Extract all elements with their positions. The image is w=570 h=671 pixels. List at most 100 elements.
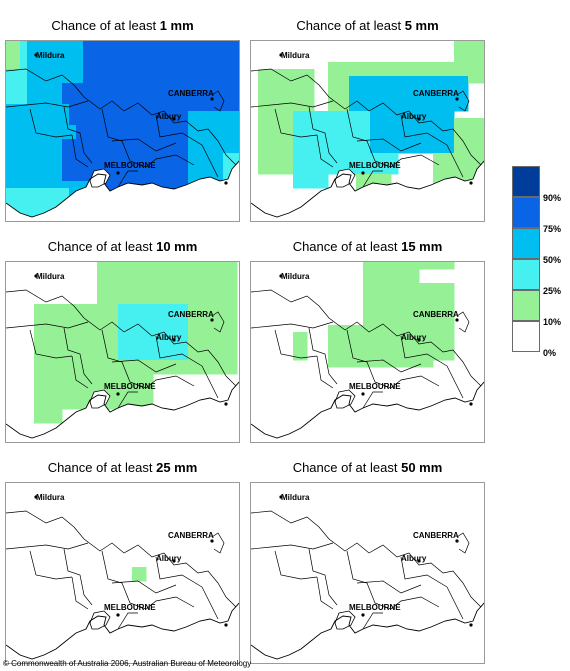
grid-cell: [41, 90, 49, 98]
grid-cell: [363, 160, 371, 168]
grid-cell: [433, 111, 441, 119]
grid-cell: [468, 55, 476, 63]
grid-cell: [454, 146, 462, 154]
grid-cell: [209, 104, 217, 112]
grid-cell: [419, 262, 427, 270]
grid-cell: [188, 55, 196, 63]
grid-cell: [342, 353, 350, 361]
place-dot: [417, 338, 421, 342]
grid-cell: [174, 195, 182, 203]
grid-cell: [76, 97, 84, 105]
grid-cell: [405, 353, 413, 361]
grid-cell: [433, 262, 441, 270]
grid-cell: [321, 139, 329, 147]
grid-cell: [20, 111, 28, 119]
grid-cell: [216, 297, 224, 305]
grid-cell: [139, 353, 147, 361]
grid-cell: [48, 339, 56, 347]
grid-cell: [209, 367, 217, 375]
grid-cell: [83, 83, 91, 91]
grid-cell: [174, 83, 182, 91]
grid-cell: [132, 202, 140, 210]
grid-cell: [300, 139, 308, 147]
place-label-canberra: CANBERRA: [168, 310, 214, 319]
grid-cell: [363, 311, 371, 319]
grid-cell: [69, 146, 77, 154]
grid-cell: [202, 146, 210, 154]
grid-cell: [118, 202, 126, 210]
grid-cell: [160, 195, 168, 203]
grid-cell: [209, 62, 217, 70]
grid-cell: [55, 55, 63, 63]
district-boundary: [129, 596, 195, 610]
grid-cell: [167, 41, 175, 49]
grid-cell: [55, 188, 63, 196]
district-boundary: [346, 329, 376, 383]
grid-cell: [230, 139, 238, 147]
grid-cell: [104, 160, 112, 168]
grid-cell: [391, 304, 399, 312]
grid-cell: [363, 318, 371, 326]
grid-cell: [363, 195, 371, 203]
grid-cell: [216, 276, 224, 284]
grid-cell: [195, 153, 203, 161]
coastline: [251, 602, 484, 660]
grid-cell: [461, 125, 469, 133]
grid-cell: [391, 125, 399, 133]
grid-cell: [48, 69, 56, 77]
grid-cell: [258, 146, 266, 154]
grid-cell: [13, 97, 21, 105]
grid-cell: [188, 360, 196, 368]
grid-cell: [111, 125, 119, 133]
grid-cell: [90, 62, 98, 70]
grid-cell: [447, 325, 455, 333]
grid-cell: [349, 346, 357, 354]
grid-cell: [447, 318, 455, 326]
grid-cell: [447, 97, 455, 105]
grid-cell: [125, 111, 133, 119]
grid-cell: [167, 125, 175, 133]
district-boundary: [71, 134, 89, 168]
grid-cell: [342, 62, 350, 70]
grid-cell: [139, 167, 147, 175]
grid-cell: [132, 76, 140, 84]
panel-25mm: Chance of at least 25 mm Mildura CANBERRA…: [5, 460, 240, 665]
grid-cell: [153, 346, 161, 354]
grid-cell: [83, 48, 91, 56]
grid-cell: [188, 339, 196, 347]
grid-cell: [104, 304, 112, 312]
grid-cell: [188, 353, 196, 361]
grid-cell: [377, 160, 385, 168]
grid-cell: [6, 167, 14, 175]
grid-cell: [230, 311, 238, 319]
district-boundary: [446, 586, 464, 620]
grid-cell: [104, 262, 112, 270]
grid-cell: [209, 146, 217, 154]
grid-cell: [76, 216, 84, 217]
grid-cell: [475, 118, 483, 126]
grid-cell: [461, 104, 469, 112]
grid-cell: [62, 311, 70, 319]
grid-cell: [412, 276, 420, 284]
grid-cell: [188, 283, 196, 291]
grid-cell: [195, 367, 203, 375]
grid-cell: [181, 325, 189, 333]
grid-cell: [181, 90, 189, 98]
grid-cell: [398, 325, 406, 333]
grid-cell: [174, 346, 182, 354]
grid-cell: [139, 146, 147, 154]
grid-cell: [314, 146, 322, 154]
grid-cell: [146, 209, 154, 217]
grid-cell: [405, 339, 413, 347]
grid-cell: [125, 381, 133, 389]
grid-cell: [188, 118, 196, 126]
grid-cell: [118, 146, 126, 154]
grid-cell: [426, 290, 434, 298]
grid-cell: [216, 262, 224, 270]
grid-cell: [202, 55, 210, 63]
grid-cell: [20, 69, 28, 77]
grid-cell: [27, 209, 35, 217]
grid-cell: [419, 76, 427, 84]
grid-cell: [69, 90, 77, 98]
grid-cell: [111, 262, 119, 270]
